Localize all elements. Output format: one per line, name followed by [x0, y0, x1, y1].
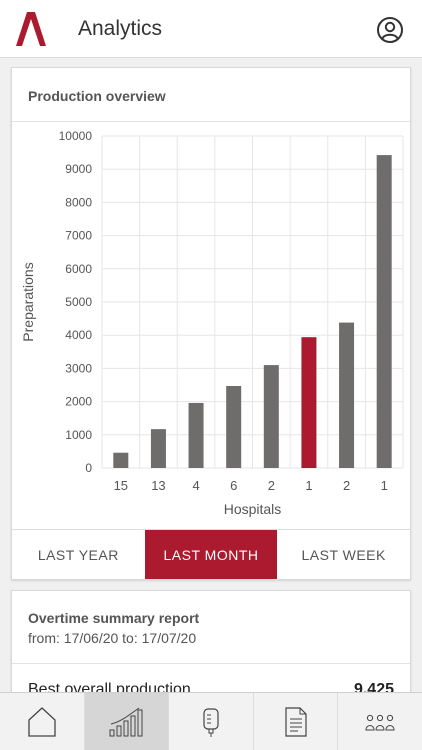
- summary-title: Overtime summary report: [28, 610, 200, 626]
- period-last-year-button[interactable]: LAST YEAR: [37, 546, 119, 563]
- page-title: Analytics: [78, 17, 163, 40]
- y-tick-label: 6000: [65, 262, 92, 276]
- card-title: Production overview: [28, 88, 166, 104]
- y-tick-label: 9000: [65, 162, 92, 176]
- x-tick-label: 15: [114, 478, 128, 493]
- y-tick-label: 5000: [65, 295, 92, 309]
- summary-date-range: from: 17/06/20 to: 17/07/20: [28, 630, 197, 646]
- period-selector: LAST YEAR LAST MONTH LAST WEEK: [12, 529, 410, 579]
- app-bar: Analytics: [0, 0, 422, 58]
- x-tick-label: 1: [305, 478, 312, 493]
- divider: [12, 121, 410, 122]
- y-tick-label: 3000: [65, 361, 92, 375]
- bar: [263, 365, 279, 468]
- bar: [150, 429, 166, 468]
- x-tick-label: 2: [343, 478, 350, 493]
- period-last-month-button[interactable]: LAST MONTH: [144, 530, 278, 579]
- x-tick-label: 13: [151, 478, 165, 493]
- bar: [301, 337, 317, 468]
- home-icon: [28, 706, 56, 737]
- document-icon: [284, 706, 307, 737]
- y-tick-label: 4000: [65, 328, 92, 342]
- tab-analytics[interactable]: [84, 693, 170, 750]
- analytics-icon: [109, 707, 143, 736]
- y-tick-label: 10000: [59, 129, 93, 143]
- tab-home[interactable]: [0, 693, 85, 750]
- bar: [188, 402, 204, 468]
- x-tick-label: 1: [381, 478, 388, 493]
- x-axis-label: Hospitals: [224, 501, 282, 517]
- y-tick-label: 0: [85, 461, 92, 475]
- y-tick-label: 7000: [65, 229, 92, 243]
- bar: [226, 385, 242, 468]
- y-tick-label: 1000: [65, 428, 92, 442]
- divider: [12, 663, 410, 664]
- period-last-week-button[interactable]: LAST WEEK: [301, 546, 386, 563]
- y-axis-label: Preparations: [20, 262, 36, 341]
- bar-chart: 0 1000 2000 3000 4000 5000 6000 7000 8000 9000 100…: [20, 129, 404, 517]
- y-tick-label: 8000: [65, 195, 92, 209]
- bar: [376, 155, 392, 468]
- tab-preparations[interactable]: [169, 693, 254, 750]
- production-overview-card: Production overview 0 1000 2000 3000 4000 500…: [11, 67, 411, 580]
- x-tick-label: 6: [230, 478, 237, 493]
- x-tick-label: 2: [268, 478, 275, 493]
- bar: [113, 452, 129, 468]
- tab-reports[interactable]: [254, 693, 339, 750]
- production-chart: 0 1000 2000 3000 4000 5000 6000 7000 8000 9000 100…: [12, 123, 410, 529]
- users-icon: [365, 714, 395, 730]
- bottom-tab-bar: [0, 692, 422, 750]
- bar: [339, 322, 355, 468]
- x-tick-label: 4: [192, 478, 199, 493]
- logo-icon: [16, 12, 46, 46]
- y-tick-label: 2000: [65, 395, 92, 409]
- iv-bag-icon: [203, 707, 219, 737]
- account-icon[interactable]: [376, 16, 404, 44]
- tab-users[interactable]: [338, 693, 422, 750]
